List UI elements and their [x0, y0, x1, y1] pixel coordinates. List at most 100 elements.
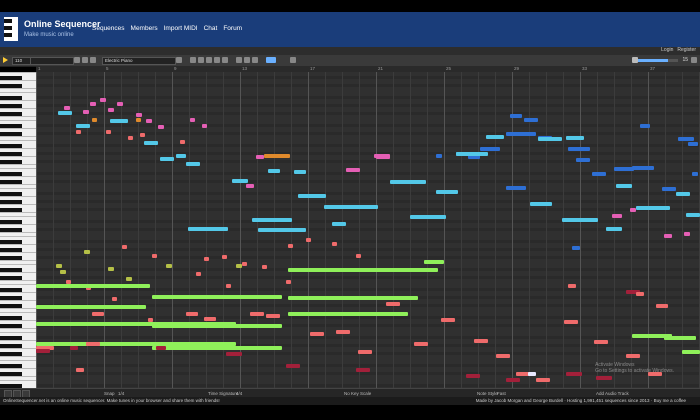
note-block[interactable] — [288, 268, 438, 272]
note-block[interactable] — [684, 232, 690, 236]
note-block[interactable] — [190, 118, 195, 122]
note-block[interactable] — [180, 140, 185, 144]
white-key[interactable] — [0, 236, 36, 237]
note-block[interactable] — [106, 130, 111, 134]
note-block[interactable] — [112, 297, 117, 301]
note-block[interactable] — [688, 142, 698, 146]
note-block[interactable] — [36, 322, 236, 326]
white-key[interactable] — [0, 348, 36, 349]
white-key[interactable] — [0, 188, 36, 189]
note-block[interactable] — [632, 166, 654, 170]
note-block[interactable] — [126, 277, 132, 281]
white-key[interactable] — [0, 272, 36, 273]
note-block[interactable] — [424, 260, 444, 264]
settings-icon[interactable] — [290, 57, 296, 63]
note-block[interactable] — [640, 124, 650, 128]
note-block[interactable] — [614, 167, 634, 171]
note-block[interactable] — [356, 368, 370, 372]
black-key[interactable] — [0, 288, 22, 292]
note-block[interactable] — [530, 202, 552, 206]
white-key[interactable] — [0, 92, 36, 93]
note-block[interactable] — [136, 113, 142, 117]
note-block[interactable] — [64, 106, 70, 110]
white-key[interactable] — [0, 320, 36, 321]
note-block[interactable] — [468, 155, 480, 159]
note-block[interactable] — [474, 339, 488, 343]
note-block[interactable] — [538, 137, 562, 141]
note-block[interactable] — [256, 155, 264, 159]
note-block[interactable] — [83, 110, 89, 114]
nav-sequences[interactable]: Sequences — [92, 25, 125, 32]
note-block[interactable] — [250, 312, 264, 316]
note-block[interactable] — [566, 136, 584, 140]
white-key[interactable] — [0, 356, 36, 357]
note-block[interactable] — [186, 162, 200, 166]
note-block[interactable] — [76, 130, 81, 134]
note-block[interactable] — [664, 234, 672, 238]
instrument-select[interactable]: Electric Piano — [102, 57, 176, 65]
zoom-in-icon[interactable] — [244, 57, 250, 63]
black-key[interactable] — [0, 364, 22, 368]
note-block[interactable] — [92, 118, 97, 122]
note-block[interactable] — [596, 376, 612, 380]
note-block[interactable] — [636, 292, 644, 296]
register-link[interactable]: Register — [677, 47, 696, 53]
save-icon[interactable] — [74, 57, 80, 63]
note-block[interactable] — [630, 208, 636, 212]
note-block[interactable] — [288, 312, 408, 316]
volume-slider[interactable] — [638, 59, 678, 62]
black-key[interactable] — [0, 276, 22, 280]
note-block[interactable] — [252, 218, 292, 222]
white-key[interactable] — [0, 88, 36, 89]
black-key[interactable] — [0, 268, 22, 272]
note-block[interactable] — [456, 152, 488, 156]
note-block[interactable] — [692, 172, 698, 176]
snap-value[interactable]: 1/4 — [118, 391, 125, 396]
piano-keyboard[interactable] — [0, 72, 36, 389]
time-signature-value[interactable]: 4/4 — [236, 391, 243, 396]
note-block[interactable] — [140, 133, 145, 137]
note-block[interactable] — [286, 364, 300, 368]
note-block[interactable] — [136, 118, 141, 122]
note-block[interactable] — [566, 372, 582, 376]
note-block[interactable] — [100, 98, 106, 102]
note-block[interactable] — [410, 215, 446, 219]
black-key[interactable] — [0, 104, 22, 108]
note-block[interactable] — [160, 157, 174, 161]
note-block[interactable] — [562, 218, 598, 222]
cloud-icon[interactable] — [266, 57, 276, 63]
white-key[interactable] — [0, 340, 36, 341]
zoom-out-icon[interactable] — [236, 57, 242, 63]
note-block[interactable] — [266, 314, 280, 318]
black-key[interactable] — [0, 160, 22, 164]
note-block[interactable] — [146, 119, 152, 123]
note-block[interactable] — [506, 132, 536, 136]
black-key[interactable] — [0, 192, 22, 196]
white-key[interactable] — [0, 140, 36, 141]
note-block[interactable] — [202, 124, 207, 128]
white-key[interactable] — [0, 244, 36, 245]
redo-icon[interactable] — [222, 57, 228, 63]
white-key[interactable] — [0, 280, 36, 281]
white-key[interactable] — [0, 332, 36, 333]
note-block[interactable] — [436, 190, 458, 194]
note-block[interactable] — [656, 304, 668, 308]
note-block[interactable] — [36, 346, 54, 350]
note-block[interactable] — [158, 125, 164, 129]
white-key[interactable] — [0, 312, 36, 313]
bpm-input[interactable]: 110 — [12, 57, 32, 65]
note-block[interactable] — [76, 368, 84, 372]
note-block[interactable] — [70, 346, 78, 350]
black-key[interactable] — [0, 112, 22, 116]
black-key[interactable] — [0, 96, 22, 100]
note-block[interactable] — [568, 284, 576, 288]
note-block[interactable] — [374, 154, 390, 158]
white-key[interactable] — [0, 168, 36, 169]
white-key[interactable] — [0, 224, 36, 225]
white-key[interactable] — [0, 204, 36, 205]
black-key[interactable] — [0, 316, 22, 320]
white-key[interactable] — [0, 264, 36, 265]
note-block[interactable] — [390, 180, 426, 184]
note-block[interactable] — [332, 242, 337, 246]
black-key[interactable] — [0, 152, 22, 156]
